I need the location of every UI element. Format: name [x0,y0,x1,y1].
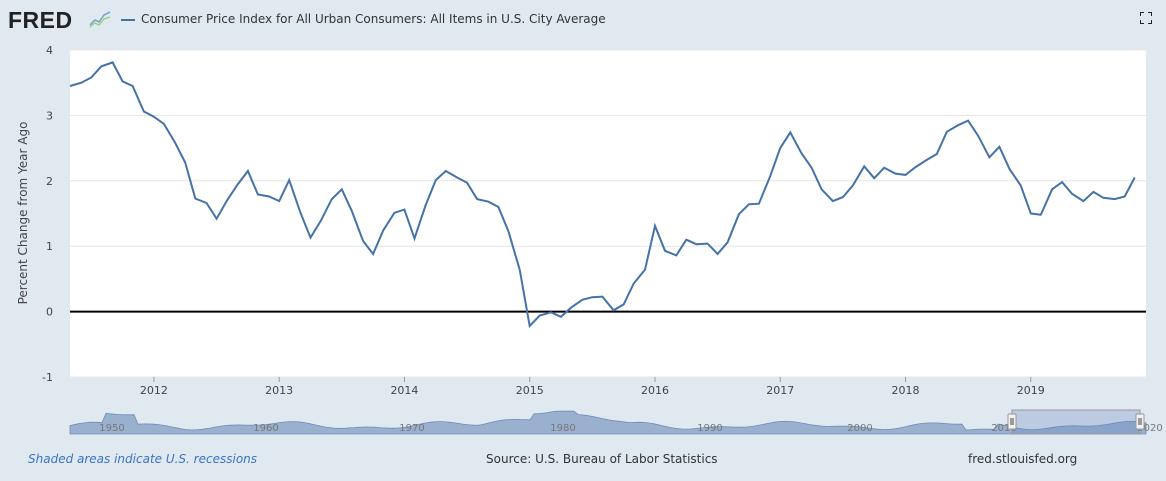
plot-area [70,50,1146,377]
navigator-year-label: 2010 [991,423,1016,434]
navigator-year-labels: 1950 1960 1970 1980 1990 2000 2010 2020 [99,423,1162,434]
y-axis-label: Percent Change from Year Ago [16,122,30,305]
source-text: Source: U.S. Bureau of Labor Statistics [486,452,718,466]
y-tick-label: 1 [46,240,53,253]
site-link[interactable]: fred.stlouisfed.org [968,452,1078,466]
recession-note-link[interactable]: Shaded areas indicate U.S. recessions [28,452,258,466]
y-axis-ticks: 4 3 2 1 0 -1 [42,44,53,384]
x-tick-label: 2015 [516,384,544,397]
navigator-area [69,410,1147,435]
legend-series-label: Consumer Price Index for All Urban Consu… [141,12,606,26]
navigator-year-label: 1960 [253,423,278,434]
navigator-year-label: 1970 [399,423,424,434]
fred-logo[interactable]: FRED [8,7,73,33]
y-tick-label: 4 [46,44,53,57]
x-tick-label: 2016 [641,384,669,397]
navigator-year-label: 1950 [99,423,124,434]
x-tick-label: 2019 [1017,384,1045,397]
navigator-year-label: 1990 [697,423,722,434]
y-tick-label: 0 [46,306,53,319]
y-tick-label: 2 [46,175,53,188]
x-tick-label: 2014 [390,384,418,397]
x-tick-label: 2017 [766,384,794,397]
navigator-right-handle[interactable] [1135,413,1145,430]
sparkline-logo-icon [89,10,111,28]
x-tick-label: 2013 [265,384,293,397]
navigator-year-label: 1980 [550,423,575,434]
x-tick-label: 2018 [891,384,919,397]
x-axis-ticks: 2012 2013 2014 2015 2016 2017 2018 2019 [140,377,1045,397]
legend-series-swatch [121,19,135,21]
x-tick-label: 2012 [140,384,168,397]
y-tick-label: 3 [46,109,53,122]
grid-lines [70,49,1146,378]
navigator[interactable]: 1950 1960 1970 1980 1990 2000 2010 2020 [69,409,1163,435]
y-tick-label: -1 [42,371,53,384]
navigator-left-handle[interactable] [1007,413,1017,430]
navigator-year-label: 2000 [847,423,872,434]
series-line-cpi[interactable] [69,61,1136,329]
navigator-year-label: 2020 [1137,423,1162,434]
chart-header: FRED Consumer Price Index for All Urban … [0,0,1166,42]
navigator-selection[interactable] [1011,409,1141,435]
